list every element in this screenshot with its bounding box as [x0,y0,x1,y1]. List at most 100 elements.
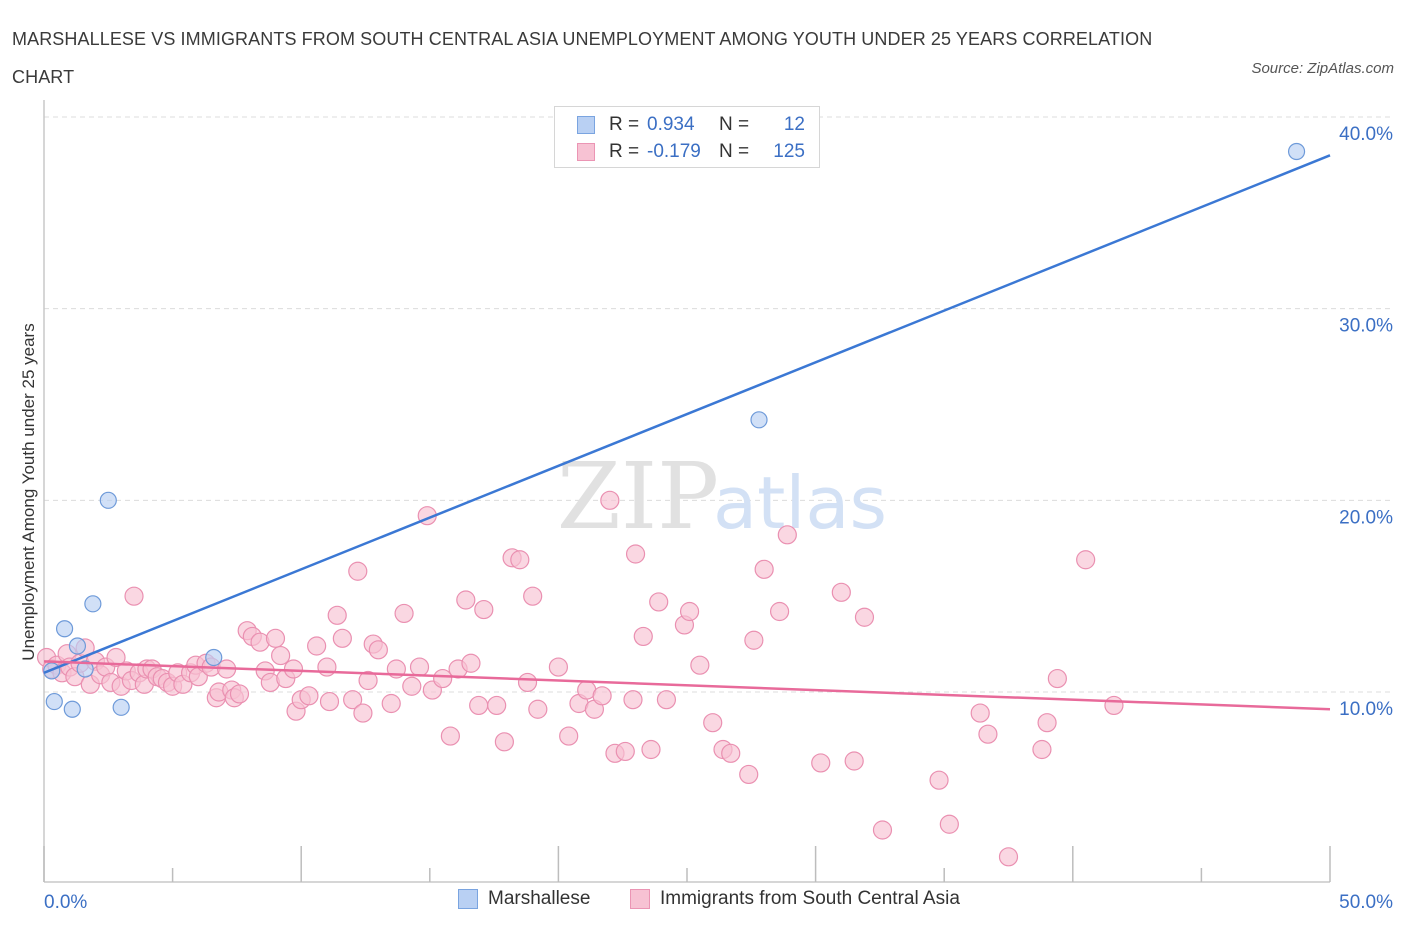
marshallese-point-7 [99,491,117,509]
immigrants-point-100 [679,601,700,622]
immigrants-point-108 [769,601,790,622]
immigrants-point-66 [402,676,422,696]
x-tick-label: 0.0% [44,892,87,913]
n-label: N = [719,114,750,135]
immigrants-point-95 [633,626,653,647]
immigrants-point-97 [649,592,669,612]
marshallese-swatch [577,116,595,134]
immigrants-point-65 [394,603,414,624]
r-value: 0.934 [647,114,695,135]
immigrants-point-57 [343,690,363,710]
immigrants-point-107 [754,559,774,579]
watermark-atlas: atlas [713,461,887,545]
grid-lines [44,116,1390,693]
immigrants-legend-swatch [630,889,650,909]
marshallese-point-2 [55,620,74,638]
y-tick-label: 20.0% [1339,507,1393,528]
immigrants-point-46 [271,645,291,666]
immigrants-point-70 [433,668,453,689]
r-value: -0.179 [647,141,701,162]
immigrants-point-109 [777,525,797,545]
immigrants-point-81 [517,672,538,693]
marshallese-point-11 [1287,142,1306,161]
trend-lines [43,154,1331,711]
immigrants-point-73 [456,590,476,610]
marshallese-point-6 [84,595,102,613]
immigrants-point-89 [592,686,612,706]
immigrants-point-106 [744,630,764,650]
immigrants-point-118 [978,724,998,744]
immigrants-point-74 [461,653,481,673]
immigrants-point-104 [721,743,741,763]
immigrants-point-111 [831,582,851,602]
immigrants-point-116 [939,814,959,834]
immigrants-point-39 [229,684,250,704]
legend-item-marshallese: Marshallese [458,888,590,910]
immigrants-point-94 [625,544,646,564]
immigrants-point-63 [381,693,401,714]
n-label: N = [719,141,750,162]
marshallese-point-5 [76,660,94,678]
immigrants-point-54 [319,691,340,712]
immigrants-point-59 [353,703,373,723]
stats-legend: R = 0.934 N = 12 R = -0.179 N = 125 [554,106,820,168]
r-label: R = [609,141,640,162]
immigrants-swatch [577,143,595,161]
y-axis-title: Unemployment Among Youth under 25 years [19,323,38,660]
immigrants-point-53 [317,657,337,677]
marshallese-point-1 [45,692,63,711]
y-tick-label: 30.0% [1339,316,1393,337]
n-value: 12 [783,114,805,135]
immigrants-point-105 [739,764,759,785]
immigrants-point-98 [656,690,677,710]
marshallese-point-8 [112,698,130,716]
chart-title: MARSHALLESE VS IMMIGRANTS FROM SOUTH CEN… [12,29,1153,87]
legend-label: Immigrants from South Central Asia [660,888,960,909]
immigrants-point-71 [440,726,460,746]
immigrants-point-110 [811,753,831,773]
source-label: Source: ZipAtlas.com [1251,60,1394,77]
immigrants-point-14 [106,647,126,668]
immigrants-point-55 [327,605,347,625]
stats-row-marshallese: R = 0.934 N = 12 [577,112,805,138]
immigrants-point-80 [510,550,530,570]
immigrants-point-119 [998,847,1019,867]
x-tick-label: 50.0% [1339,892,1393,913]
immigrants-point-58 [348,561,368,581]
immigrants-point-62 [368,640,388,660]
watermark: ZIP atlas [557,443,887,550]
immigrants-point-120 [1032,739,1052,760]
legend-label: Marshallese [488,888,591,909]
immigrants-point-52 [307,636,327,656]
n-value: 125 [773,141,805,162]
marshallese-legend-swatch [458,889,478,909]
marshallese-trend-line [43,154,1331,674]
marshallese-point-10 [750,411,768,429]
immigrants-point-92 [615,741,635,762]
immigrants-point-45 [265,628,286,648]
immigrants-point-82 [523,586,543,606]
y-tick-label: 40.0% [1339,124,1393,145]
immigrants-point-93 [623,690,643,710]
stats-row-immigrants: R = -0.179 N = 125 [577,139,805,165]
immigrants-point-121 [1037,713,1057,733]
immigrants-point-113 [854,607,875,627]
watermark-zip: ZIP [557,443,719,550]
immigrants-point-85 [559,726,579,746]
immigrants-point-123 [1076,550,1096,570]
immigrants-point-48 [283,659,304,679]
immigrants-point-75 [469,695,489,716]
immigrants-point-18 [124,586,144,606]
immigrants-point-115 [929,770,949,790]
immigrants-point-78 [494,732,514,752]
immigrants-point-117 [970,703,990,723]
immigrants-point-56 [332,628,352,648]
marshallese-point-4 [68,637,87,655]
immigrants-point-51 [299,686,319,706]
immigrants-point-114 [872,820,893,840]
immigrants-point-102 [703,713,723,733]
immigrants-point-76 [474,599,494,620]
immigrants-point-83 [528,699,548,719]
marshallese-point-9 [205,648,223,667]
